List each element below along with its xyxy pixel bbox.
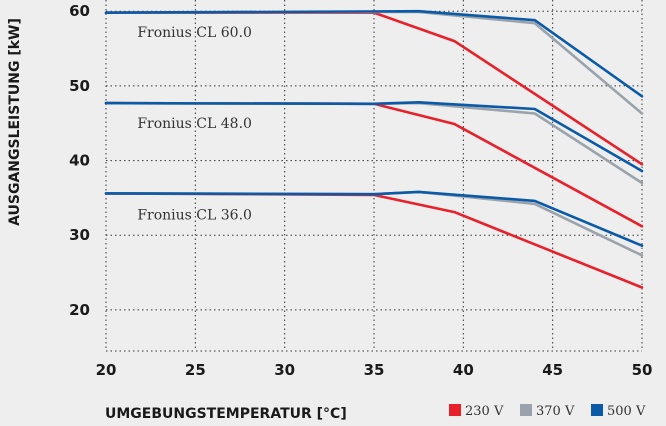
annotation-label: Fronius CL 36.0 — [137, 207, 252, 223]
legend-label: 230 V — [465, 404, 504, 419]
tick-labels: 20 25 30 35 40 45 50 20 30 40 50 60 — [69, 2, 652, 379]
x-tick-label: 40 — [453, 361, 474, 379]
y-tick-label: 40 — [69, 152, 90, 170]
y-axis-title: AUSGANGSLEISTUNG [kW] — [7, 18, 23, 226]
legend: 230 V 370 V 500 V — [449, 404, 646, 419]
grid — [105, 0, 643, 352]
legend-swatch — [449, 404, 461, 416]
x-tick-label: 35 — [364, 361, 385, 379]
y-tick-label: 20 — [69, 301, 90, 319]
y-tick-label: 50 — [69, 77, 90, 95]
series-line — [104, 101, 644, 173]
series-line — [104, 190, 644, 257]
y-tick-label: 60 — [69, 2, 90, 20]
x-tick-label: 45 — [542, 361, 563, 379]
x-tick-label: 30 — [274, 361, 295, 379]
x-tick-label: 25 — [185, 361, 206, 379]
x-tick-label: 20 — [96, 361, 117, 379]
y-tick-label: 30 — [69, 226, 90, 244]
x-axis-title: UMGEBUNGSTEMPERATUR [°C] — [105, 406, 347, 422]
series-line — [104, 9, 644, 98]
legend-swatch — [591, 404, 603, 416]
legend-label: 500 V — [607, 404, 646, 419]
annotations: Fronius CL 60.0 Fronius CL 48.0 Fronius CL… — [137, 25, 252, 223]
series-line — [104, 190, 644, 247]
annotation-label: Fronius CL 48.0 — [137, 116, 252, 132]
annotation-label: Fronius CL 60.0 — [137, 25, 252, 41]
legend-label: 370 V — [536, 404, 575, 419]
plot-series — [104, 9, 644, 289]
legend-swatch — [520, 404, 532, 416]
x-tick-label: 50 — [632, 361, 653, 379]
